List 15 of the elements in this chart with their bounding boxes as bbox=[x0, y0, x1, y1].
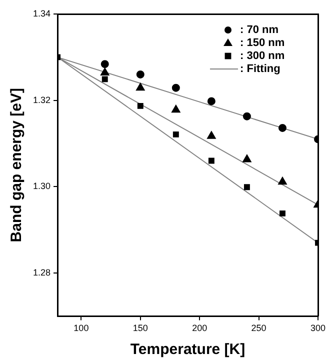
legend-label: : 70 nm bbox=[240, 24, 279, 36]
x-tick-label: 200 bbox=[192, 323, 208, 334]
legend-label: : 300 nm bbox=[240, 50, 285, 62]
x-tick-label: 250 bbox=[251, 323, 266, 334]
y-axis-title: Band gap energy [eV] bbox=[8, 88, 26, 242]
y-tick-label: 1.34 bbox=[32, 8, 51, 18]
x-tick-label: 300 bbox=[310, 323, 326, 334]
x-tick-label: 100 bbox=[74, 323, 89, 334]
y-tick-label: 1.28 bbox=[32, 268, 51, 278]
y-tick-label: 1.30 bbox=[32, 181, 51, 192]
legend-label: : Fitting bbox=[240, 63, 280, 76]
legend-label: : 150 nm bbox=[240, 37, 285, 50]
x-tick-label: 150 bbox=[132, 323, 148, 334]
y-tick-label: 1.32 bbox=[32, 94, 51, 105]
x-axis-title: Temperature [K] bbox=[130, 341, 246, 358]
